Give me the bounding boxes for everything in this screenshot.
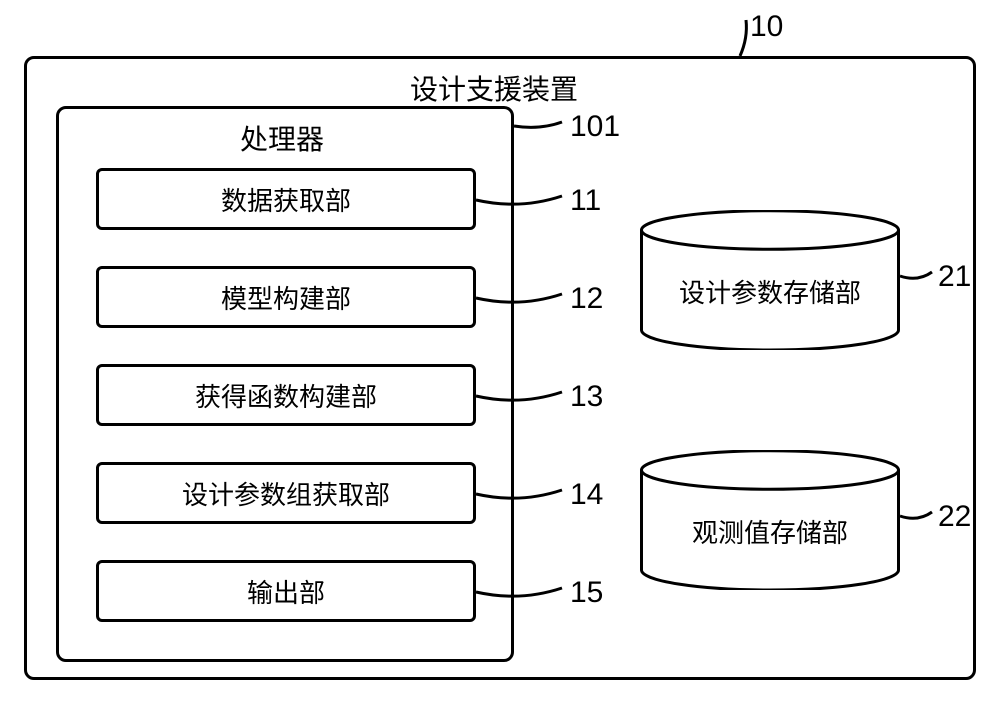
module-box-5: 输出部: [96, 560, 476, 622]
module-box-3: 获得函数构建部: [96, 364, 476, 426]
storage-cylinder-2: 观测值存储部: [640, 450, 900, 590]
diagram-canvas: 设计支援装置 10 处理器 101 数据获取部模型构建部获得函数构建部设计参数组…: [0, 0, 1000, 703]
storage-label-1: 设计参数存储部: [640, 273, 900, 310]
module-box-1: 数据获取部: [96, 168, 476, 230]
module-ref-1: 11: [570, 184, 601, 218]
module-ref-4: 14: [570, 478, 603, 512]
device-title: 设计支援装置: [410, 68, 578, 108]
module-label-2: 模型构建部: [221, 279, 351, 316]
module-label-5: 输出部: [247, 573, 325, 610]
module-ref-3: 13: [570, 380, 603, 414]
module-label-3: 获得函数构建部: [195, 377, 377, 414]
storage-label-2: 观测值存储部: [640, 513, 900, 550]
module-label-1: 数据获取部: [221, 181, 351, 218]
module-label-4: 设计参数组获取部: [182, 475, 390, 512]
processor-ref: 101: [570, 110, 620, 144]
storage-cylinder-1: 设计参数存储部: [640, 210, 900, 350]
module-box-2: 模型构建部: [96, 266, 476, 328]
module-ref-2: 12: [570, 282, 603, 316]
storage-ref-2: 22: [938, 500, 971, 534]
device-ref: 10: [750, 10, 783, 44]
storage-ref-1: 21: [938, 260, 971, 294]
module-ref-5: 15: [570, 576, 603, 610]
module-box-4: 设计参数组获取部: [96, 462, 476, 524]
processor-title: 处理器: [240, 118, 324, 158]
